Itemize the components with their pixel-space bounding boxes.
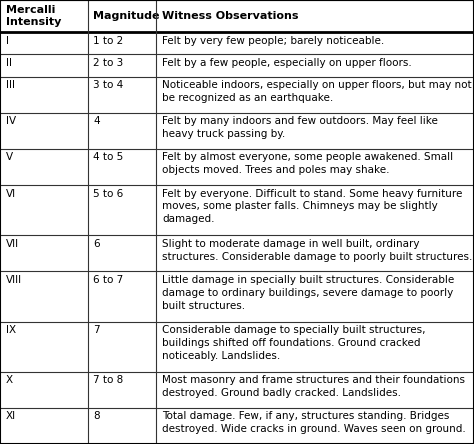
- Text: 6 to 7: 6 to 7: [93, 275, 124, 285]
- Bar: [0, 149, 474, 185]
- Text: 2 to 3: 2 to 3: [93, 58, 124, 68]
- Text: Felt by a few people, especially on upper floors.: Felt by a few people, especially on uppe…: [162, 58, 412, 68]
- Text: IV: IV: [6, 116, 16, 126]
- Text: VII: VII: [6, 239, 19, 249]
- Bar: [0, 321, 474, 372]
- Text: Little damage in specially built structures. Considerable
damage to ordinary bui: Little damage in specially built structu…: [162, 275, 455, 310]
- Bar: [0, 372, 474, 408]
- Bar: [0, 408, 474, 444]
- Text: 5 to 6: 5 to 6: [93, 189, 124, 198]
- Text: Witness Observations: Witness Observations: [162, 11, 299, 21]
- Text: XI: XI: [6, 411, 16, 421]
- Bar: [0, 113, 474, 149]
- Bar: [0, 54, 474, 76]
- Text: I: I: [6, 36, 9, 46]
- Text: 4: 4: [93, 116, 100, 126]
- Text: V: V: [6, 152, 13, 163]
- Text: 6: 6: [93, 239, 100, 249]
- Text: VI: VI: [6, 189, 16, 198]
- Bar: [0, 32, 474, 54]
- Text: Felt by everyone. Difficult to stand. Some heavy furniture
moves, some plaster f: Felt by everyone. Difficult to stand. So…: [162, 189, 463, 224]
- Text: Felt by many indoors and few outdoors. May feel like
heavy truck passing by.: Felt by many indoors and few outdoors. M…: [162, 116, 438, 139]
- Text: 7 to 8: 7 to 8: [93, 375, 124, 385]
- Text: Felt by very few people; barely noticeable.: Felt by very few people; barely noticeab…: [162, 36, 384, 46]
- Text: 4 to 5: 4 to 5: [93, 152, 124, 163]
- Text: Considerable damage to specially built structures,
buildings shifted off foundat: Considerable damage to specially built s…: [162, 325, 426, 361]
- Text: 7: 7: [93, 325, 100, 335]
- Text: X: X: [6, 375, 13, 385]
- Text: III: III: [6, 80, 15, 90]
- Text: 8: 8: [93, 411, 100, 421]
- Bar: [0, 185, 474, 235]
- Bar: [0, 0, 474, 32]
- Text: 1 to 2: 1 to 2: [93, 36, 124, 46]
- Text: Total damage. Few, if any, structures standing. Bridges
destroyed. Wide cracks i: Total damage. Few, if any, structures st…: [162, 411, 466, 434]
- Text: Most masonry and frame structures and their foundations
destroyed. Ground badly : Most masonry and frame structures and th…: [162, 375, 465, 398]
- Text: Noticeable indoors, especially on upper floors, but may not
be recognized as an : Noticeable indoors, especially on upper …: [162, 80, 472, 103]
- Text: Slight to moderate damage in well built, ordinary
structures. Considerable damag: Slight to moderate damage in well built,…: [162, 239, 473, 262]
- Text: II: II: [6, 58, 12, 68]
- Text: Felt by almost everyone, some people awakened. Small
objects moved. Trees and po: Felt by almost everyone, some people awa…: [162, 152, 453, 175]
- Text: 3 to 4: 3 to 4: [93, 80, 124, 90]
- Text: Mercalli
Intensity: Mercalli Intensity: [6, 5, 61, 27]
- Bar: [0, 76, 474, 113]
- Text: IX: IX: [6, 325, 16, 335]
- Bar: [0, 235, 474, 271]
- Text: VIII: VIII: [6, 275, 22, 285]
- Text: Magnitude: Magnitude: [93, 11, 160, 21]
- Bar: [0, 271, 474, 321]
